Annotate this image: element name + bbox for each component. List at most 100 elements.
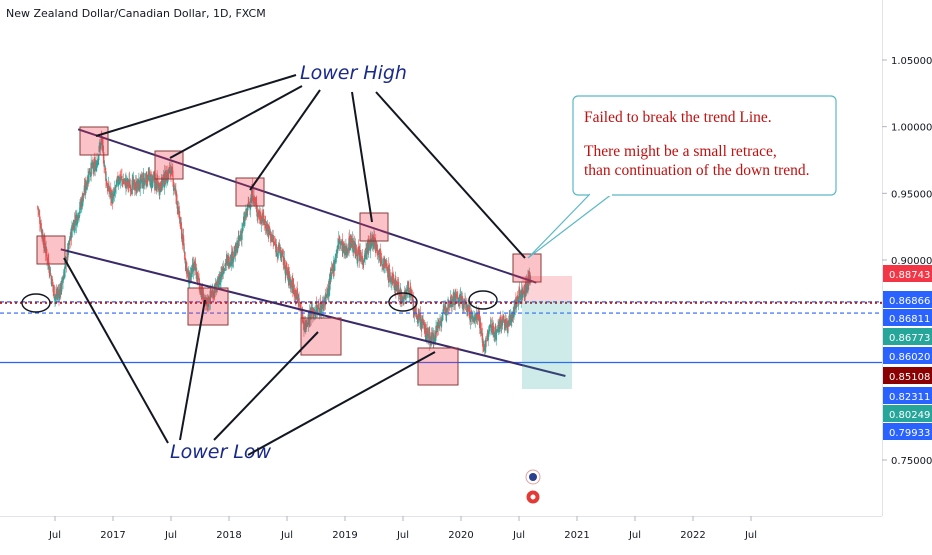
candle-body xyxy=(346,250,349,254)
lower-high-connector xyxy=(169,85,303,159)
candle-body xyxy=(113,195,115,196)
candle-body xyxy=(292,285,294,291)
candle-body xyxy=(67,243,70,255)
price-tag[interactable] xyxy=(883,423,932,440)
candle-body xyxy=(108,185,110,192)
candle-body xyxy=(216,280,219,286)
candle-body xyxy=(381,264,384,266)
candle-body xyxy=(119,174,121,182)
candle-body xyxy=(79,201,81,211)
candle-body xyxy=(305,320,307,325)
pivot-ellipse[interactable] xyxy=(468,290,498,310)
position-target-zone[interactable] xyxy=(522,301,572,389)
x-tick-label: 2019 xyxy=(332,530,357,541)
candle-body xyxy=(290,281,293,284)
candle-body xyxy=(472,317,475,322)
candle-body xyxy=(306,323,308,327)
price-tag[interactable] xyxy=(883,291,932,308)
candle-body xyxy=(339,243,342,245)
candle-body xyxy=(88,168,91,174)
candle-body xyxy=(378,250,381,256)
candle-body xyxy=(388,268,390,280)
candle-body xyxy=(489,325,491,328)
candle-body xyxy=(88,170,90,183)
candle-body xyxy=(437,323,439,328)
candle-body xyxy=(106,180,108,186)
callout-box[interactable] xyxy=(572,95,837,196)
lower-high-connector xyxy=(351,91,373,223)
pivot-ellipse[interactable] xyxy=(21,293,51,313)
candle-body xyxy=(410,290,413,294)
candle-body xyxy=(438,325,441,327)
price-tag[interactable] xyxy=(883,328,932,345)
candle-body xyxy=(368,242,371,245)
lower-low-connector xyxy=(63,257,169,444)
x-tick-label: 2017 xyxy=(100,530,125,541)
candle-body xyxy=(211,290,214,292)
candle-body xyxy=(262,212,265,218)
candle-body xyxy=(505,320,507,325)
candle-body xyxy=(37,210,40,212)
candle-body xyxy=(376,244,378,249)
position-stop-zone[interactable] xyxy=(522,276,572,301)
candle-body xyxy=(418,312,420,318)
candle-body xyxy=(175,189,177,196)
candle-body xyxy=(317,306,319,308)
candle-body xyxy=(153,177,156,184)
candle-body xyxy=(98,154,100,161)
trend-line[interactable] xyxy=(60,248,566,377)
candle-body xyxy=(152,181,154,183)
lower-low-label: Lower Low xyxy=(170,441,272,463)
candle-body xyxy=(429,332,431,344)
candle-body xyxy=(39,217,41,224)
candle-body xyxy=(317,307,320,310)
candle-body xyxy=(282,249,284,255)
candle-body xyxy=(298,298,300,307)
candle-body xyxy=(270,239,273,241)
candle-body xyxy=(117,175,119,184)
candle-body xyxy=(386,268,389,272)
pivot-highlight-box[interactable] xyxy=(36,235,66,265)
candle-body xyxy=(252,199,254,203)
candle-body xyxy=(368,241,370,244)
pivot-highlight-box[interactable] xyxy=(417,347,459,386)
candle-body xyxy=(301,316,303,318)
pivot-highlight-box[interactable] xyxy=(512,253,542,283)
pivot-highlight-box[interactable] xyxy=(359,212,389,242)
candle-body xyxy=(52,284,54,289)
trend-line[interactable] xyxy=(77,128,537,284)
candle-body xyxy=(407,281,410,291)
pivot-ellipse[interactable] xyxy=(388,292,418,312)
candle-body xyxy=(450,294,452,302)
candle-body xyxy=(483,343,485,351)
candle-body xyxy=(475,314,477,317)
candle-body xyxy=(250,194,253,203)
pivot-highlight-box[interactable] xyxy=(300,317,342,356)
candle-body xyxy=(177,206,180,213)
pivot-highlight-box[interactable] xyxy=(79,126,109,156)
candle-body xyxy=(431,334,433,345)
candle-body xyxy=(134,187,136,191)
candle-body xyxy=(529,277,532,279)
pivot-highlight-box[interactable] xyxy=(235,177,265,207)
pivot-highlight-box[interactable] xyxy=(154,150,184,180)
candle-body xyxy=(272,237,274,242)
price-tag[interactable] xyxy=(883,265,932,282)
candle-body xyxy=(260,217,263,224)
candle-body xyxy=(373,237,375,249)
candle-body xyxy=(270,232,272,242)
candle-body xyxy=(147,174,149,180)
price-tag[interactable] xyxy=(883,309,932,326)
price-tag[interactable] xyxy=(883,347,932,364)
price-tag[interactable] xyxy=(883,367,932,384)
candle-body xyxy=(266,222,268,231)
price-tag[interactable] xyxy=(883,405,932,422)
candle-body xyxy=(497,325,500,333)
candle-body xyxy=(328,281,330,297)
candle-body xyxy=(334,259,337,263)
x-tick-label: Jul xyxy=(280,530,293,541)
pivot-highlight-box[interactable] xyxy=(187,287,229,326)
price-tag[interactable] xyxy=(883,387,932,404)
candle-body xyxy=(375,249,377,251)
